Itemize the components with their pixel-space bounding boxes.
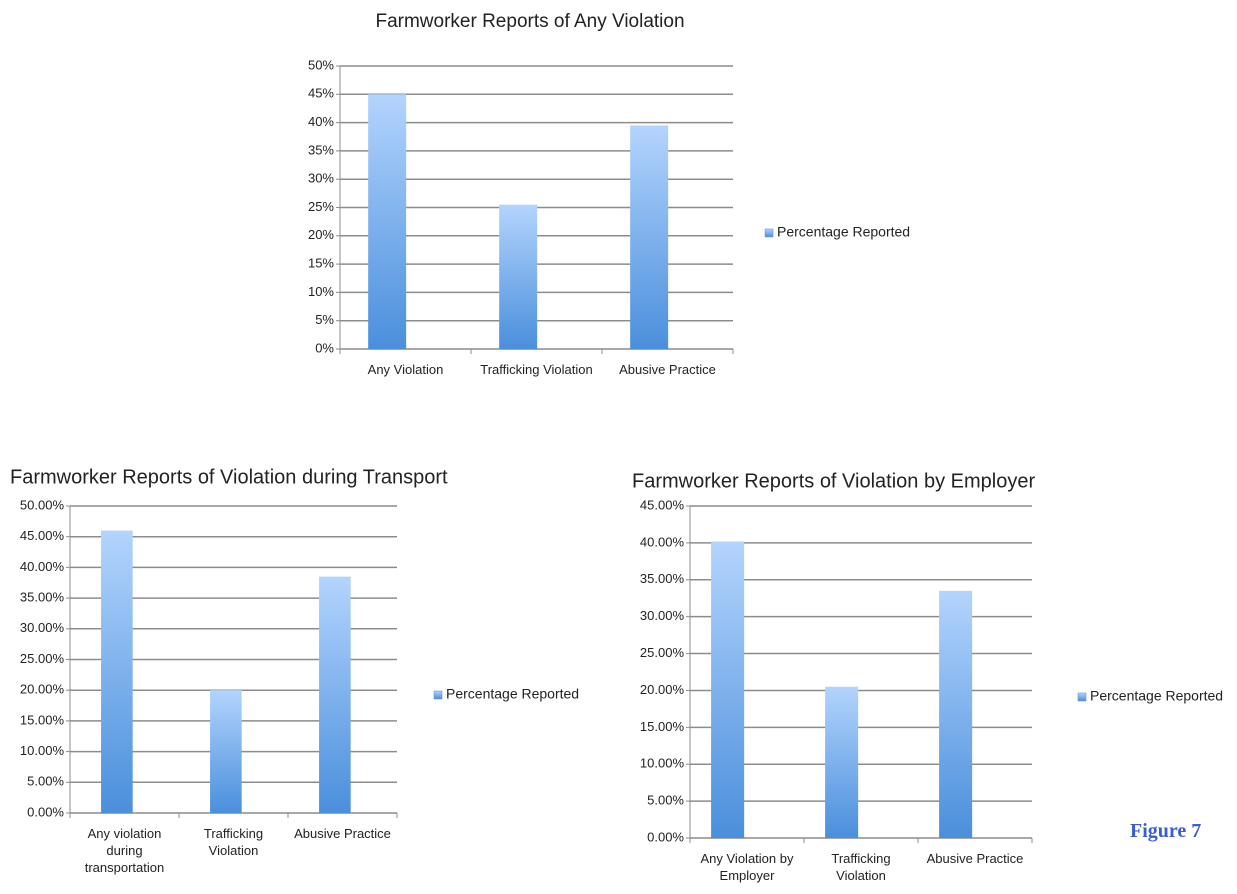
y-tick-label: 30.00% [20, 620, 65, 635]
y-tick-label: 45% [308, 86, 334, 101]
x-tick-label: Any Violation [367, 362, 444, 377]
y-tick-label: 20.00% [640, 682, 685, 697]
y-tick-label: 5.00% [27, 774, 64, 789]
y-tick-label: 0% [315, 340, 334, 355]
y-tick-label: 0.00% [647, 829, 684, 844]
y-tick-label: 0.00% [27, 804, 64, 819]
y-tick-label: 10% [308, 284, 334, 299]
x-tick-label: Abusive Practice [294, 826, 391, 841]
legend-swatch [1077, 692, 1087, 702]
y-tick-label: 40% [308, 114, 334, 129]
bar [630, 125, 669, 350]
y-tick-label: 5% [315, 312, 334, 327]
bar [210, 690, 242, 813]
y-tick-label: 15.00% [640, 719, 685, 734]
y-tick-label: 10.00% [640, 756, 685, 771]
y-tick-label: 20.00% [20, 682, 65, 697]
y-tick-label: 15.00% [20, 712, 65, 727]
bar [711, 541, 745, 838]
y-tick-label: 35.00% [640, 571, 685, 586]
bar [825, 686, 859, 838]
bar [319, 576, 351, 813]
chart-title: Farmworker Reports of Violation during T… [10, 466, 448, 488]
y-tick-label: 50% [308, 57, 334, 72]
y-tick-label: 45.00% [20, 528, 65, 543]
y-tick-label: 45.00% [640, 497, 685, 512]
y-tick-label: 25% [308, 199, 334, 214]
y-tick-label: 25.00% [640, 645, 685, 660]
y-tick-label: 50.00% [20, 497, 65, 512]
figure-caption: Figure 7 [1130, 820, 1202, 842]
chart-title: Farmworker Reports of Any Violation [375, 11, 684, 32]
y-tick-label: 30% [308, 171, 334, 186]
y-tick-label: 25.00% [20, 651, 65, 666]
y-tick-label: 10.00% [20, 743, 65, 758]
legend-label: Percentage Reported [446, 686, 579, 702]
x-tick-label: Trafficking Violation [480, 362, 593, 377]
y-tick-label: 5.00% [647, 793, 684, 808]
y-tick-label: 30.00% [640, 608, 685, 623]
y-tick-label: 35.00% [20, 590, 65, 605]
chart-title: Farmworker Reports of Violation by Emplo… [632, 470, 1035, 492]
x-tick-label: Trafficking Violation [203, 826, 264, 858]
y-tick-label: 15% [308, 256, 334, 271]
legend-label: Percentage Reported [777, 224, 910, 240]
x-tick-label: Trafficking Violation [831, 851, 891, 883]
x-tick-label: Abusive Practice [926, 851, 1024, 866]
y-tick-label: 35% [308, 142, 334, 157]
x-tick-label: Abusive Practice [619, 362, 716, 377]
bar [368, 94, 407, 349]
y-tick-label: 40.00% [20, 559, 65, 574]
legend-swatch [433, 690, 443, 700]
bar [499, 204, 538, 349]
bar [939, 590, 973, 838]
y-tick-label: 40.00% [640, 534, 685, 549]
bar [101, 530, 133, 813]
legend-label: Percentage Reported [1090, 688, 1223, 704]
x-tick-label: Any violation during transportation [84, 826, 165, 875]
y-tick-label: 20% [308, 227, 334, 242]
legend-swatch [764, 228, 774, 238]
x-tick-label: Any Violation by Employer [700, 851, 794, 883]
